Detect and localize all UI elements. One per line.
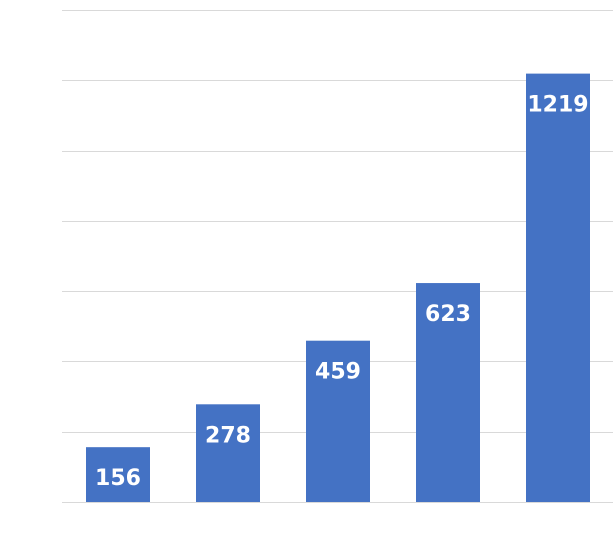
bar-value-label: 459 (315, 360, 361, 385)
bar (196, 404, 260, 502)
bar (526, 73, 590, 502)
bar-value-label: 623 (425, 302, 471, 327)
bar-value-label: 1219 (527, 93, 588, 118)
bar-value-label: 278 (205, 423, 251, 448)
bar-value-label: 156 (95, 466, 141, 491)
data-labels: 156 278 459 623 1219 (95, 93, 589, 492)
bar (416, 283, 480, 502)
bar (86, 447, 150, 502)
bar (306, 340, 370, 502)
bars (86, 73, 590, 502)
gridlines (62, 10, 613, 433)
